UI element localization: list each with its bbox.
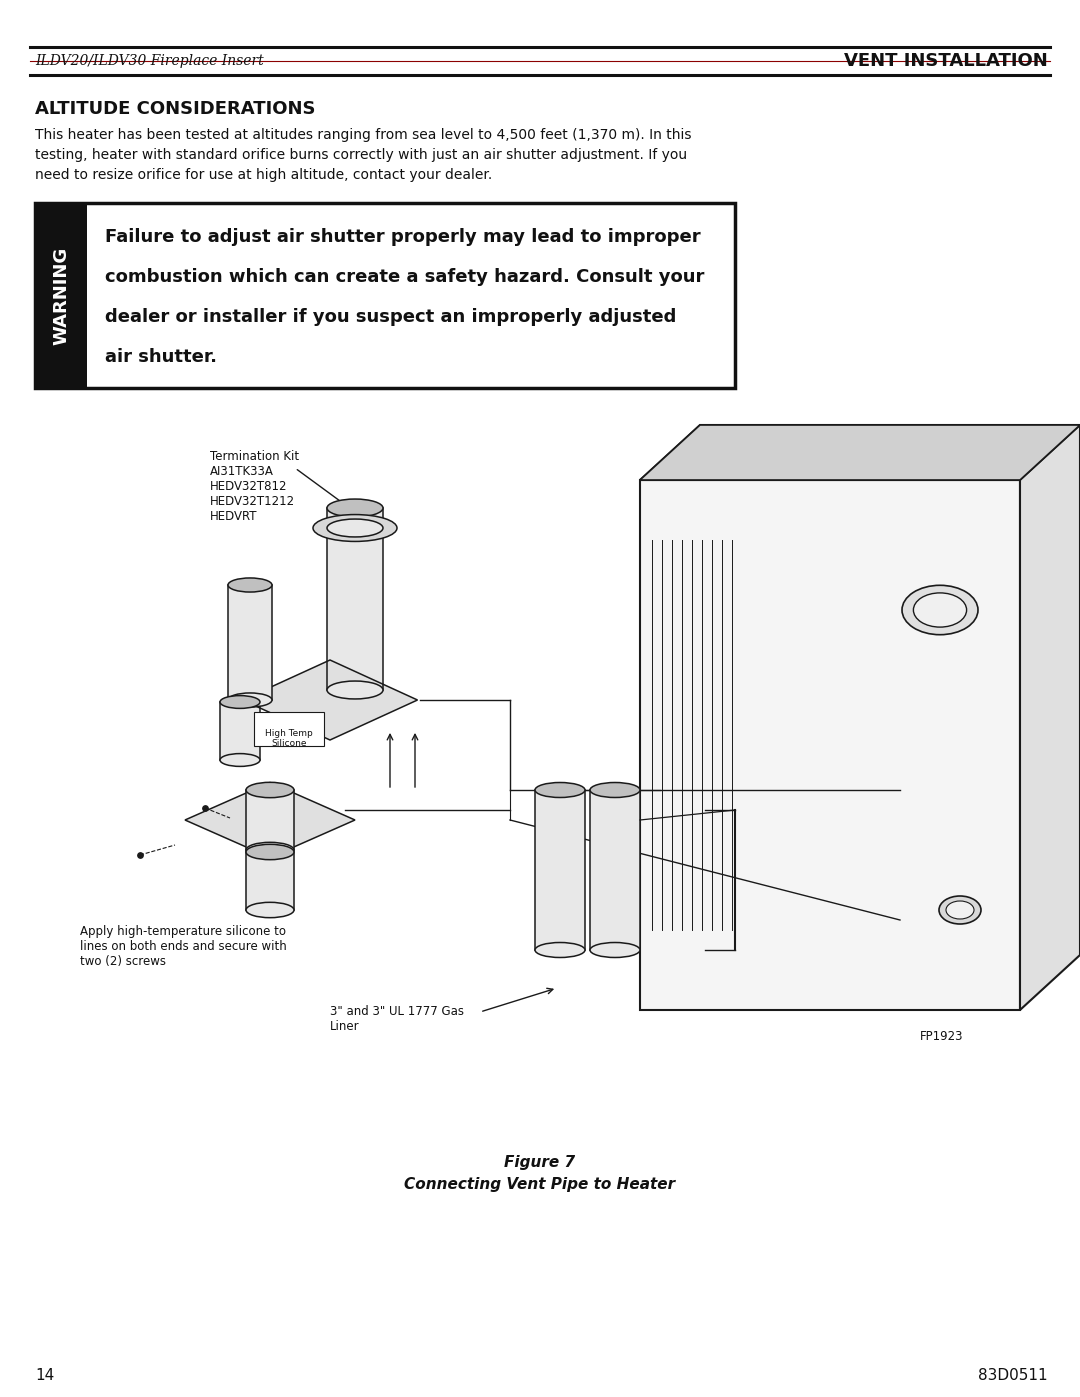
Ellipse shape (228, 578, 272, 592)
Ellipse shape (946, 901, 974, 919)
Text: Termination Kit
AI31TK33A
HEDV32T812
HEDV32T1212
HEDVRT: Termination Kit AI31TK33A HEDV32T812 HED… (210, 450, 299, 522)
Ellipse shape (327, 682, 383, 698)
Text: Connecting Vent Pipe to Heater: Connecting Vent Pipe to Heater (404, 1178, 676, 1192)
Polygon shape (640, 425, 1080, 481)
Text: ILDV20/ILDV30 Fireplace Insert: ILDV20/ILDV30 Fireplace Insert (35, 54, 264, 68)
Ellipse shape (228, 693, 272, 707)
Text: dealer or installer if you suspect an improperly adjusted: dealer or installer if you suspect an im… (105, 307, 676, 326)
Polygon shape (246, 852, 294, 909)
Text: combustion which can create a safety hazard. Consult your: combustion which can create a safety haz… (105, 268, 704, 286)
Polygon shape (1020, 425, 1080, 1010)
Ellipse shape (327, 520, 383, 536)
Ellipse shape (220, 696, 260, 708)
Text: FP1923: FP1923 (920, 1030, 963, 1044)
Ellipse shape (590, 943, 640, 957)
Ellipse shape (220, 753, 260, 767)
Ellipse shape (313, 514, 397, 542)
Bar (35, 203, 87, 388)
Text: Apply high-temperature silicone to
lines on both ends and secure with
two (2) sc: Apply high-temperature silicone to lines… (80, 925, 287, 968)
Polygon shape (640, 425, 1080, 481)
Polygon shape (228, 585, 272, 700)
Point (197, 796, 214, 819)
Ellipse shape (246, 782, 294, 798)
Point (132, 844, 149, 866)
Text: Failure to adjust air shutter properly may lead to improper: Failure to adjust air shutter properly m… (105, 228, 701, 246)
Bar (35, 203, 735, 388)
Polygon shape (590, 789, 640, 950)
Ellipse shape (246, 844, 294, 859)
Text: WARNING: WARNING (52, 246, 70, 345)
Polygon shape (327, 509, 383, 690)
Text: Figure 7: Figure 7 (504, 1155, 576, 1171)
Ellipse shape (535, 943, 585, 957)
Text: VENT INSTALLATION: VENT INSTALLATION (845, 52, 1048, 70)
Text: need to resize orifice for use at high altitude, contact your dealer.: need to resize orifice for use at high a… (35, 168, 492, 182)
Text: air shutter.: air shutter. (105, 348, 217, 366)
Polygon shape (243, 659, 418, 740)
Ellipse shape (939, 895, 981, 923)
Text: ALTITUDE CONSIDERATIONS: ALTITUDE CONSIDERATIONS (35, 101, 315, 117)
Text: 3" and 3" UL 1777 Gas
Liner: 3" and 3" UL 1777 Gas Liner (330, 1004, 464, 1032)
Text: 83D0511: 83D0511 (978, 1368, 1048, 1383)
Text: testing, heater with standard orifice burns correctly with just an air shutter a: testing, heater with standard orifice bu… (35, 148, 687, 162)
Polygon shape (220, 703, 260, 760)
Polygon shape (246, 789, 294, 849)
Polygon shape (535, 789, 585, 950)
Text: High Temp
Silicone: High Temp Silicone (265, 729, 313, 749)
FancyBboxPatch shape (254, 712, 324, 746)
Text: 14: 14 (35, 1368, 54, 1383)
Text: This heater has been tested at altitudes ranging from sea level to 4,500 feet (1: This heater has been tested at altitudes… (35, 129, 691, 142)
Ellipse shape (914, 592, 967, 627)
Polygon shape (640, 481, 1020, 1010)
Ellipse shape (590, 782, 640, 798)
Ellipse shape (246, 842, 294, 858)
Ellipse shape (535, 782, 585, 798)
Ellipse shape (246, 902, 294, 918)
Polygon shape (185, 782, 355, 858)
Ellipse shape (902, 585, 978, 634)
Ellipse shape (327, 499, 383, 517)
